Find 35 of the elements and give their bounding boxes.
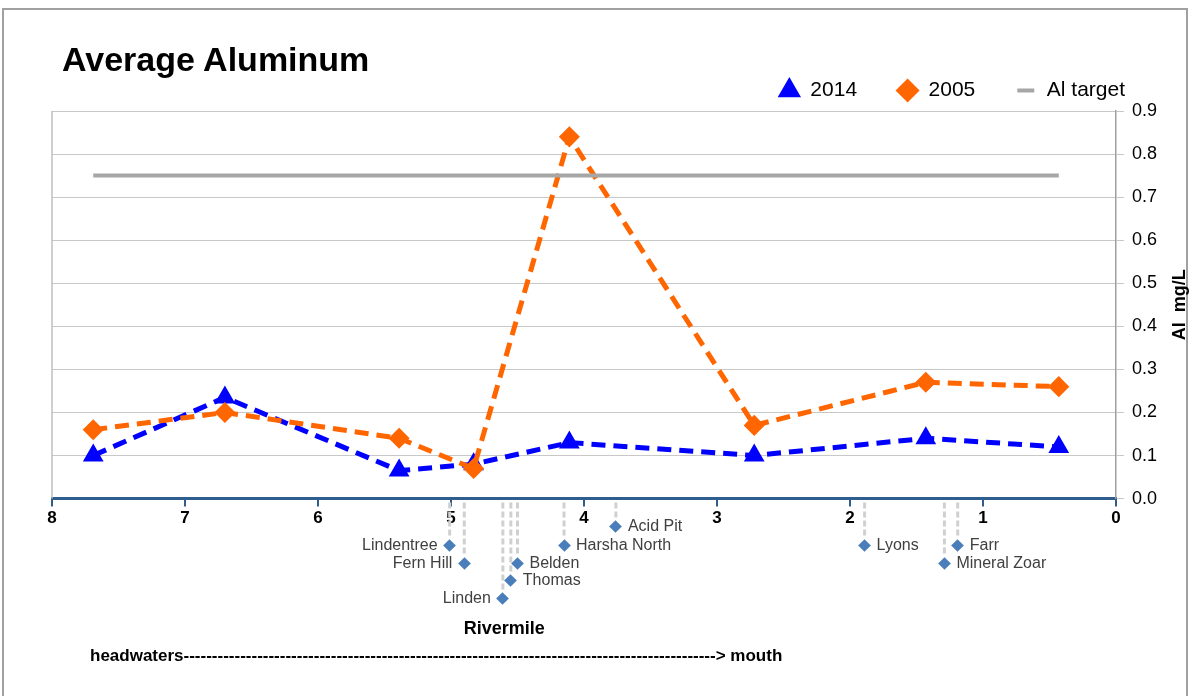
ref-line-label: Linden <box>442 589 491 607</box>
x-tick-label: 8 <box>47 508 57 528</box>
ref-line-label: Belden <box>529 554 580 572</box>
y-tick-label: 0.2 <box>1131 401 1158 422</box>
y-tick-label: 0.9 <box>1131 99 1158 120</box>
x-tick-label: 7 <box>180 508 190 528</box>
y-tick-label: 0.7 <box>1131 186 1158 207</box>
y-tick-label: 0.4 <box>1131 315 1158 336</box>
x-tick-label: 6 <box>313 508 323 528</box>
x-tick-label: 0 <box>1111 508 1121 528</box>
y-tick-label: 0.0 <box>1131 487 1158 508</box>
text: Rivermile <box>463 617 545 638</box>
ref-line-label: Farr <box>969 536 1000 554</box>
y-tick-label: 0.1 <box>1131 444 1158 465</box>
legend-label: 2005 <box>928 77 976 101</box>
ref-line-label: Mineral Zoar <box>956 554 1047 572</box>
y-tick-label: 0.6 <box>1131 229 1158 250</box>
legend-label: Al target <box>1046 77 1126 101</box>
x-tick-label: 2 <box>845 508 855 528</box>
text: headwaters----------------------------------------------------------------------------------------------> mouth <box>90 646 783 666</box>
ref-line-label: Lyons <box>876 536 919 554</box>
ref-line-label: Thomas <box>522 571 581 589</box>
ref-line-label: Harsha North <box>576 536 672 554</box>
x-tick-label: 3 <box>712 508 722 528</box>
y-tick-label: 0.3 <box>1131 358 1158 379</box>
x-tick-label: 4 <box>579 508 590 528</box>
ref-line-label: Lindentree <box>362 536 438 554</box>
legend-label: 2014 <box>810 77 858 101</box>
y-axis-title: Al mg/L <box>1168 269 1189 341</box>
y-tick-label: 0.5 <box>1131 272 1158 293</box>
ref-line-label: Acid Pit <box>627 517 683 535</box>
chart-title: Average Aluminum <box>62 40 370 79</box>
x-tick-label: 1 <box>978 508 988 528</box>
y-tick-label: 0.8 <box>1131 143 1158 164</box>
ref-line-label: Fern Hill <box>392 554 453 572</box>
